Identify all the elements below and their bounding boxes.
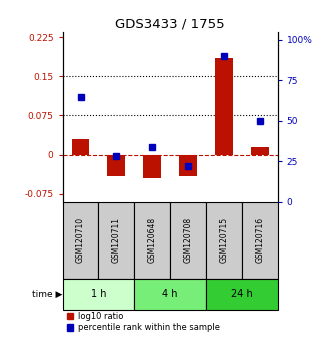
Bar [206, 202, 242, 279]
Bar [242, 202, 278, 279]
Bar [134, 279, 206, 310]
Text: GSM120710: GSM120710 [76, 217, 85, 263]
Text: 24 h: 24 h [231, 290, 253, 299]
Bar [143, 155, 161, 178]
Bar [63, 279, 134, 310]
Bar [215, 58, 233, 155]
Bar [170, 202, 206, 279]
Text: GSM120711: GSM120711 [112, 217, 121, 263]
Text: GSM120648: GSM120648 [148, 217, 157, 263]
Text: GSM120716: GSM120716 [255, 217, 264, 263]
Bar [134, 202, 170, 279]
Bar [251, 147, 269, 155]
Bar [72, 139, 90, 155]
Text: GSM120715: GSM120715 [219, 217, 229, 263]
Title: GDS3433 / 1755: GDS3433 / 1755 [115, 18, 225, 31]
Text: GSM120708: GSM120708 [184, 217, 193, 263]
Text: time ▶: time ▶ [31, 290, 62, 299]
Bar [99, 202, 134, 279]
Bar [179, 155, 197, 176]
Text: 4 h: 4 h [162, 290, 178, 299]
Legend: log10 ratio, percentile rank within the sample: log10 ratio, percentile rank within the … [67, 312, 220, 332]
Bar [108, 155, 125, 176]
Text: 1 h: 1 h [91, 290, 106, 299]
Bar [206, 279, 278, 310]
Bar [63, 202, 99, 279]
